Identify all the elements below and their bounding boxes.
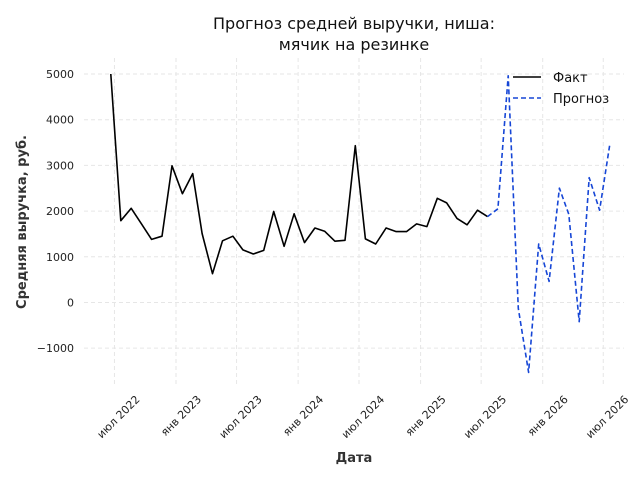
x-tick-labels: июл 2022 янв 2023 июл 2023 янв 2024 июл 2024… <box>95 393 632 441</box>
grid <box>84 58 624 387</box>
x-tick-label: июл 2022 <box>95 393 143 441</box>
series-forecast-line <box>487 75 611 374</box>
x-tick-label: янв 2024 <box>280 393 326 439</box>
legend-label-fact: Факт <box>553 71 588 86</box>
x-tick-label: янв 2026 <box>525 393 571 439</box>
y-tick-label: 4000 <box>46 114 74 127</box>
series-layer <box>110 73 611 374</box>
y-tick-label: 2000 <box>46 205 74 218</box>
x-tick-label: янв 2023 <box>158 393 204 439</box>
y-tick-label: 3000 <box>46 159 74 172</box>
legend-label-forecast: Прогноз <box>553 92 609 107</box>
chart-title-line-1: Прогноз средней выручки, ниша: <box>213 14 495 33</box>
x-axis-title: Дата <box>336 451 373 466</box>
x-tick-label: янв 2025 <box>403 393 449 439</box>
y-tick-label: 1000 <box>46 251 74 264</box>
x-tick-label: июл 2023 <box>217 393 265 441</box>
y-tick-label: −1000 <box>37 342 74 355</box>
y-axis-title: Средняя выручка, руб. <box>15 135 30 309</box>
y-tick-labels: −1000 0 1000 2000 3000 4000 5000 <box>37 68 74 355</box>
x-tick-label: июл 2024 <box>339 393 387 441</box>
y-tick-label: 0 <box>67 296 74 309</box>
y-tick-label: 5000 <box>46 68 74 81</box>
x-tick-label: июл 2025 <box>461 393 509 441</box>
x-tick-label: июл 2026 <box>583 393 631 441</box>
chart-title-line-2: мячик на резинке <box>279 35 430 54</box>
series-fact-line <box>110 73 488 275</box>
legend: Факт Прогноз <box>513 71 609 107</box>
